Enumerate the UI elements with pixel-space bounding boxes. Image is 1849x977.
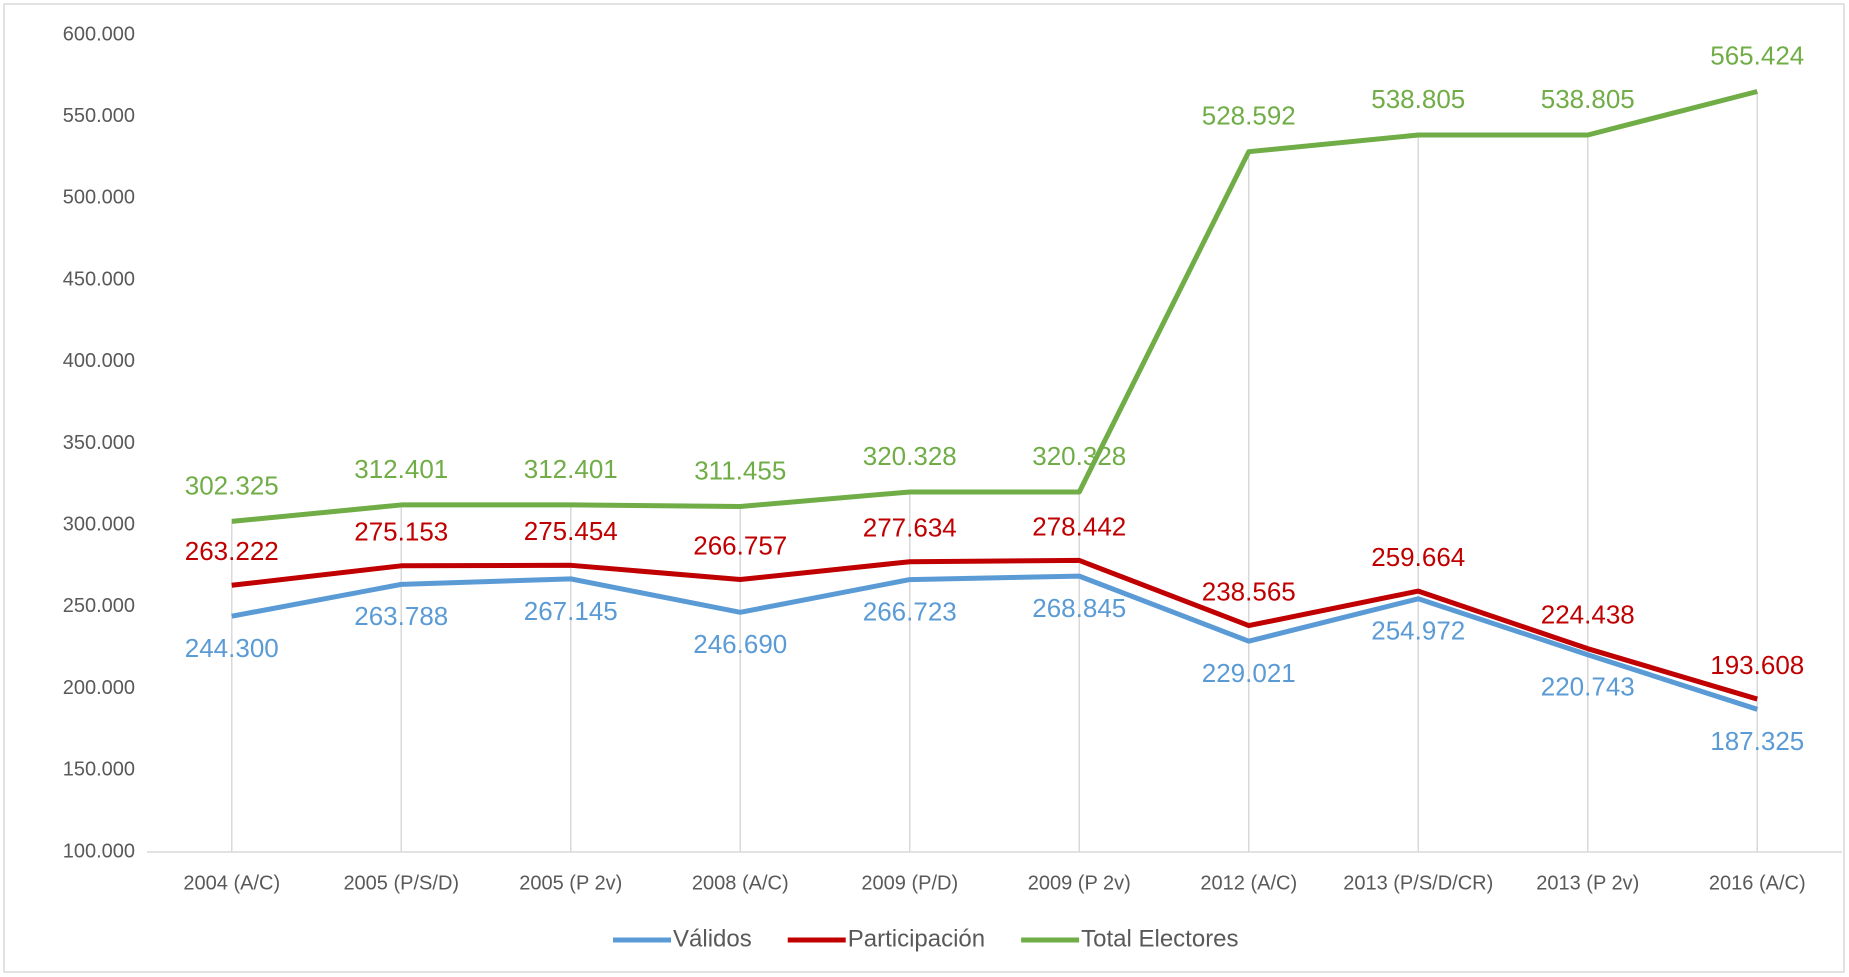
data-label: 266.757	[693, 530, 787, 560]
data-label: 254.972	[1371, 616, 1465, 646]
legend-label: Total Electores	[1081, 925, 1238, 952]
data-label: 278.442	[1032, 511, 1126, 541]
x-tick-label: 2013 (P/S/D/CR)	[1343, 872, 1493, 894]
x-tick-label: 2008 (A/C)	[692, 872, 789, 894]
data-label: 275.153	[354, 517, 448, 547]
data-label: 302.325	[185, 470, 279, 500]
y-tick-label: 350.000	[63, 432, 135, 454]
data-label: 312.401	[354, 454, 448, 484]
y-tick-label: 100.000	[63, 840, 135, 862]
data-label: 528.592	[1202, 101, 1296, 131]
y-tick-label: 500.000	[63, 187, 135, 209]
data-label: 565.424	[1710, 40, 1804, 70]
y-tick-label: 600.000	[63, 23, 135, 45]
data-label: 538.805	[1541, 84, 1635, 114]
series-line	[231, 573, 1759, 712]
legend-label: Participación	[848, 925, 985, 952]
x-tick-label: 2009 (P/D)	[861, 872, 958, 894]
x-tick-label: 2013 (P 2v)	[1536, 872, 1639, 894]
y-tick-label: 200.000	[63, 677, 135, 699]
data-label: 277.634	[863, 513, 957, 543]
data-label: 263.788	[354, 601, 448, 631]
data-label: 244.300	[185, 633, 279, 663]
series-line	[231, 89, 1758, 524]
data-label: 320.328	[1032, 441, 1126, 471]
data-label: 229.021	[1202, 658, 1296, 688]
data-label: 268.845	[1032, 593, 1126, 623]
x-tick-label: 2005 (P 2v)	[519, 872, 622, 894]
y-tick-label: 250.000	[63, 595, 135, 617]
series-line	[231, 557, 1758, 702]
x-tick-label: 2005 (P/S/D)	[343, 872, 459, 894]
x-tick-label: 2004 (A/C)	[183, 872, 280, 894]
x-tick-label: 2016 (A/C)	[1709, 872, 1806, 894]
data-label: 320.328	[863, 441, 957, 471]
data-label: 312.401	[524, 454, 618, 484]
x-tick-label: 2009 (P 2v)	[1028, 872, 1131, 894]
data-label: 238.565	[1202, 576, 1296, 606]
data-label: 259.664	[1371, 542, 1465, 572]
data-label: 275.454	[524, 516, 618, 546]
data-label: 267.145	[524, 596, 618, 626]
legend-label: Válidos	[673, 925, 752, 952]
data-label: 224.438	[1541, 600, 1635, 630]
data-label: 263.222	[185, 536, 279, 566]
data-label: 246.690	[693, 629, 787, 659]
data-label: 311.455	[694, 455, 786, 485]
data-label: 187.325	[1710, 726, 1804, 756]
y-tick-label: 400.000	[63, 350, 135, 372]
y-tick-label: 150.000	[63, 759, 135, 781]
data-label: 266.723	[863, 596, 957, 626]
y-tick-label: 550.000	[63, 105, 135, 127]
y-tick-label: 300.000	[63, 513, 135, 535]
chart-frame	[3, 3, 1845, 973]
data-label: 220.743	[1541, 672, 1635, 702]
y-tick-label: 450.000	[63, 268, 135, 290]
data-label: 538.805	[1371, 84, 1465, 114]
data-label: 193.608	[1710, 650, 1804, 680]
x-tick-label: 2012 (A/C)	[1200, 872, 1297, 894]
